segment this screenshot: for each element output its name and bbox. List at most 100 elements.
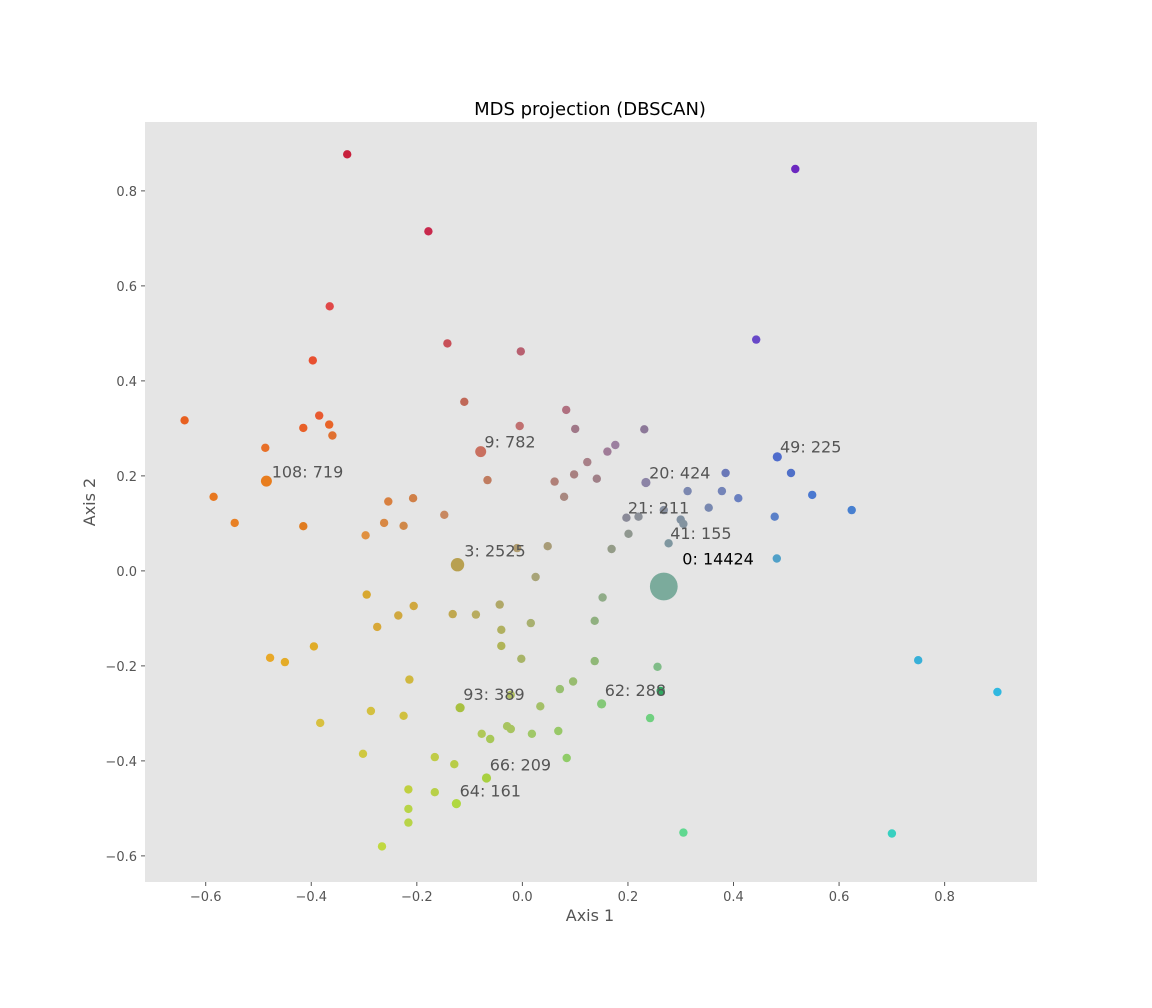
- cluster-annotation: 21: 211: [628, 498, 689, 517]
- data-point: [562, 405, 571, 415]
- x-tick-label: −0.6: [190, 890, 222, 905]
- data-point: [583, 457, 592, 467]
- data-point: [384, 497, 393, 506]
- data-point: [590, 656, 599, 666]
- y-tick-label: 0.6: [116, 280, 137, 295]
- y-tick-label: 0.0: [116, 565, 137, 580]
- data-point: [209, 492, 218, 501]
- data-point: [399, 521, 408, 530]
- data-point: [517, 654, 526, 663]
- data-point: [495, 600, 504, 609]
- data-point: [443, 339, 452, 348]
- data-point: [555, 684, 565, 694]
- data-point: [230, 518, 239, 528]
- x-tick-label: 0.8: [934, 890, 955, 905]
- data-point: [405, 675, 414, 684]
- data-point: [261, 443, 270, 452]
- data-point: [562, 753, 571, 763]
- data-point: [847, 505, 856, 515]
- data-point: [536, 702, 545, 711]
- data-point: [430, 788, 439, 797]
- cluster-annotation: 93: 389: [463, 685, 524, 704]
- y-axis-label: Axis 2: [80, 478, 99, 526]
- data-point: [260, 475, 272, 487]
- data-point: [404, 785, 413, 794]
- data-point: [328, 431, 337, 440]
- y-tick-label: −0.4: [105, 755, 137, 770]
- data-point: [550, 477, 559, 486]
- data-point: [409, 601, 418, 611]
- data-point: [516, 347, 525, 356]
- data-point: [477, 729, 486, 738]
- data-point: [993, 687, 1002, 697]
- data-point: [343, 150, 352, 159]
- data-point: [358, 749, 368, 758]
- data-point: [717, 486, 727, 496]
- data-point: [559, 492, 569, 501]
- data-point: [325, 302, 334, 311]
- y-tick-label: −0.2: [105, 660, 137, 675]
- data-point: [704, 503, 713, 512]
- data-point: [180, 416, 189, 425]
- data-point: [379, 518, 389, 528]
- data-point: [634, 512, 643, 521]
- data-point: [597, 699, 607, 709]
- x-tick-label: 0.2: [618, 890, 639, 905]
- data-point: [450, 558, 465, 572]
- data-point: [622, 513, 631, 522]
- data-point: [664, 539, 673, 548]
- data-point: [475, 446, 487, 458]
- data-point: [460, 397, 469, 406]
- data-point: [448, 609, 457, 619]
- data-point: [734, 494, 743, 503]
- data-point: [497, 641, 506, 651]
- data-point: [649, 572, 678, 601]
- data-point: [309, 642, 319, 651]
- data-point: [656, 686, 665, 696]
- data-point: [483, 475, 492, 485]
- data-point: [430, 752, 439, 762]
- data-point: [506, 690, 515, 700]
- data-point: [394, 611, 403, 620]
- cluster-annotation: 9: 782: [484, 432, 535, 451]
- x-tick-label: 0.0: [512, 890, 533, 905]
- data-point: [683, 486, 692, 496]
- data-point: [679, 519, 688, 529]
- data-point: [645, 713, 655, 723]
- data-point: [299, 423, 308, 433]
- data-point: [481, 773, 492, 783]
- data-point: [308, 356, 317, 365]
- data-point: [526, 618, 535, 628]
- cluster-annotation: 64: 161: [460, 782, 521, 801]
- data-point: [325, 420, 334, 429]
- x-tick-label: −0.4: [295, 890, 327, 905]
- x-tick-label: 0.4: [723, 890, 744, 905]
- x-axis-label: Axis 1: [566, 906, 614, 925]
- data-point: [569, 470, 579, 479]
- data-point: [316, 718, 325, 728]
- y-tick-label: −0.6: [105, 850, 137, 865]
- cluster-annotation: 20: 424: [649, 464, 710, 483]
- data-point: [265, 653, 275, 662]
- data-point: [408, 494, 418, 503]
- data-point: [752, 335, 761, 344]
- data-point: [653, 662, 662, 671]
- data-point: [887, 829, 897, 838]
- y-tick-label: 0.4: [116, 375, 137, 390]
- data-point: [531, 572, 540, 582]
- cluster-annotation: 62: 288: [605, 681, 666, 700]
- data-point: [450, 760, 459, 769]
- data-point: [373, 622, 382, 632]
- x-tick-label: 0.6: [829, 890, 850, 905]
- data-point: [592, 474, 601, 483]
- points-layer: [180, 150, 1002, 851]
- annotations-layer: 0: 14424 3: 2525 9: 782 108: 719 20: 424 49: …: [272, 432, 842, 800]
- data-point: [280, 657, 290, 667]
- data-point: [506, 724, 515, 734]
- cluster-annotation: 41: 155: [670, 524, 731, 543]
- data-point: [679, 828, 688, 837]
- data-point: [607, 544, 616, 554]
- data-point: [571, 424, 580, 434]
- data-point: [486, 734, 495, 744]
